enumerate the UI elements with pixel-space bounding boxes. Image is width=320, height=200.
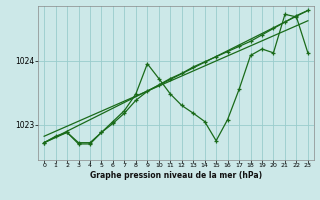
X-axis label: Graphe pression niveau de la mer (hPa): Graphe pression niveau de la mer (hPa) (90, 171, 262, 180)
